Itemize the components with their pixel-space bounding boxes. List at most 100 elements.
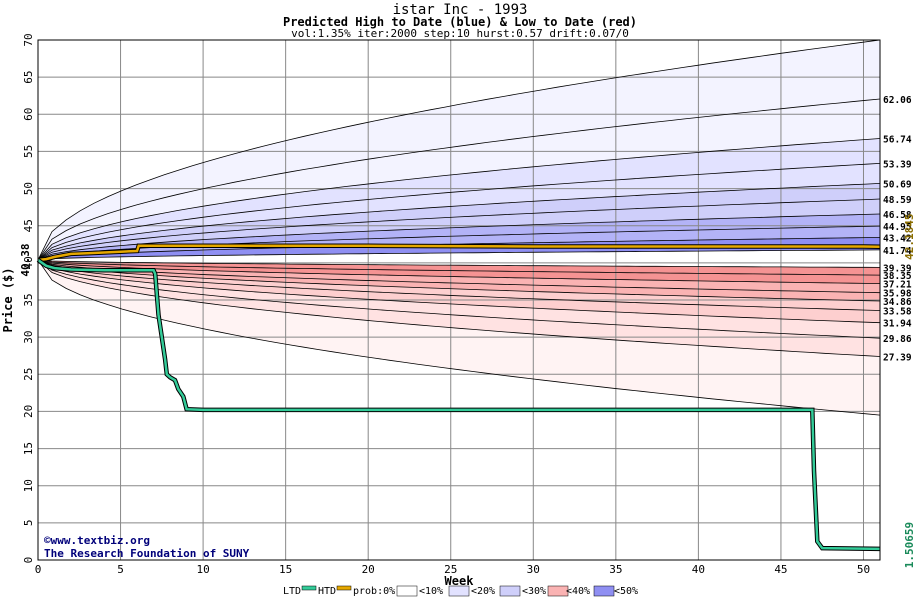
legend: LTD HTD prob:0% <10% <20% <30% <40% <50%: [283, 585, 638, 597]
last-low-label: 1.50659: [903, 522, 916, 568]
legend-p40-label: <40%: [566, 586, 590, 597]
axis-ticks: 0 5 10 15 20 25 30 35 40 45 50 0 5 10 15 20 25 30 35 40 45 50…: [22, 33, 870, 576]
legend-p30-label: <30%: [522, 586, 546, 597]
legend-ltd-label: LTD: [283, 586, 301, 597]
x-tick-label: 30: [527, 563, 540, 576]
quantile-contour: [37, 183, 881, 261]
quantile-contour: [37, 259, 881, 357]
legend-prob-0-swatch: [396, 585, 418, 597]
credit-url: ©www.textbiz.org: [44, 534, 150, 547]
y-tick-label: 15: [22, 442, 35, 455]
right-quantile-label: 44.95: [883, 222, 912, 233]
y-tick-label: 40: [22, 256, 35, 269]
right-quantile-label: 31.94: [883, 319, 912, 330]
x-tick-label: 40: [692, 563, 705, 576]
y-tick-label: 50: [22, 182, 35, 195]
low-band: [38, 260, 880, 293]
quantile-contour: [37, 259, 881, 294]
legend-p50-label: <50%: [614, 586, 638, 597]
quantile-contour: [37, 249, 881, 261]
high-band: [38, 237, 880, 260]
y-tick-label: 30: [22, 331, 35, 344]
right-quantile-label: 53.39: [883, 159, 912, 170]
y-tick-label: 0: [22, 557, 35, 564]
right-quantile-label: 62.06: [883, 95, 912, 106]
quantile-contour: [37, 259, 881, 284]
y-tick-label: 20: [22, 405, 35, 418]
quantile-contour: [37, 259, 881, 311]
right-quantile-label: 56.74: [883, 135, 912, 146]
legend-p20-label: <20%: [471, 586, 495, 597]
high-band: [38, 138, 880, 260]
x-tick-label: 15: [279, 563, 292, 576]
quantile-contour: [37, 213, 881, 261]
series-line-ltd: [37, 258, 881, 551]
right-quantile-label: 39.39: [883, 263, 912, 274]
legend-htd-swatch: [336, 585, 352, 591]
legend-p30-swatch: [547, 585, 569, 597]
right-quantile-label: 34.86: [883, 297, 912, 308]
legend-prob-label: prob:0%: [353, 586, 395, 597]
x-tick-label: 45: [774, 563, 787, 576]
quantile-contour: [37, 259, 881, 339]
high-band: [38, 163, 880, 260]
x-tick-label: 20: [362, 563, 375, 576]
quantile-contour: [37, 198, 881, 261]
right-quantile-label: 50.69: [883, 179, 912, 190]
right-quantile-label: 29.86: [883, 334, 912, 345]
y-tick-label: 5: [22, 520, 35, 527]
x-tick-label: 35: [609, 563, 622, 576]
y-tick-label: 65: [22, 71, 35, 84]
plot-frame: [37, 39, 881, 561]
high-band: [38, 40, 880, 260]
high-band: [38, 99, 880, 260]
x-axis-label: Week: [445, 574, 475, 588]
right-quantile-label: 37.21: [883, 280, 912, 291]
low-band: [38, 260, 880, 323]
right-quantile-label: 41.74: [883, 246, 912, 257]
y-tick-label: 45: [22, 219, 35, 232]
low-band: [38, 260, 880, 339]
right-quantile-label: 43.42: [883, 233, 912, 244]
quantile-contour: [37, 259, 881, 268]
right-quantile-label: 48.59: [883, 195, 912, 206]
right-quantile-label: 33.58: [883, 307, 912, 318]
y-tick-label: 70: [22, 33, 35, 46]
y-tick-label: 35: [22, 293, 35, 306]
low-band: [38, 260, 880, 284]
low-band: [38, 260, 880, 301]
quantile-contour: [37, 39, 881, 261]
series-line-htd: [37, 244, 881, 262]
simulation-params: vol:1.35% iter:2000 step:10 hurst:0.57 d…: [291, 27, 629, 40]
x-tick-label: 10: [196, 563, 209, 576]
legend-p10-swatch: [448, 585, 470, 597]
quantile-contours: [37, 39, 881, 416]
high-band: [38, 183, 880, 260]
quantile-contour: [37, 163, 881, 261]
last-price-label: 42.1845: [903, 213, 916, 259]
series-lines: [36, 243, 881, 552]
right-quantile-label: 35.98: [883, 289, 912, 300]
y-axis-label: Price ($): [1, 267, 15, 332]
credit-org: The Research Foundation of SUNY: [44, 547, 250, 560]
quantile-contour: [37, 259, 881, 324]
legend-p10-label: <10%: [419, 586, 443, 597]
chart-title: istar Inc - 1993: [392, 2, 528, 18]
high-band: [38, 199, 880, 260]
quantile-contour: [37, 259, 881, 416]
legend-ltd-swatch: [301, 585, 317, 591]
low-band: [38, 260, 880, 357]
x-tick-label: 5: [117, 563, 124, 576]
right-quantile-label: 38.35: [883, 271, 912, 282]
quantile-contour: [37, 98, 881, 261]
legend-p40-swatch: [593, 585, 615, 597]
quantile-contour: [37, 259, 881, 276]
legend-htd-label: HTD: [318, 586, 336, 597]
y-tick-label: 60: [22, 108, 35, 121]
right-quantile-label: 46.58: [883, 210, 912, 221]
x-tick-label: 50: [857, 563, 870, 576]
y-tick-label: 10: [22, 479, 35, 492]
high-band: [38, 226, 880, 260]
x-tick-label: 25: [444, 563, 457, 576]
x-tick-label: 0: [35, 563, 42, 576]
